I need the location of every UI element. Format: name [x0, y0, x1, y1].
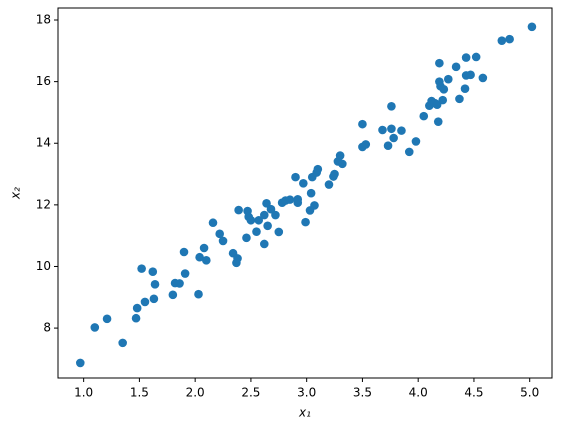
point [263, 221, 272, 231]
point [439, 85, 449, 94]
point [466, 70, 475, 80]
point [175, 279, 184, 288]
point [252, 227, 261, 236]
point [335, 151, 345, 160]
point [180, 269, 190, 278]
y-tick-label: 12 [36, 197, 51, 211]
point [131, 313, 141, 323]
point [460, 84, 470, 94]
x-tick-label: 3.0 [297, 386, 316, 400]
point [451, 62, 461, 72]
point [497, 36, 507, 45]
point [358, 119, 367, 129]
x-tick-label: 3.5 [353, 386, 372, 400]
point [383, 141, 393, 151]
y-tick-label: 14 [36, 136, 51, 150]
point [330, 169, 339, 179]
point [274, 227, 284, 237]
point [199, 243, 209, 253]
x-tick-label: 1.0 [74, 386, 93, 400]
point [478, 73, 488, 83]
point [266, 204, 276, 214]
point [387, 124, 396, 134]
point [419, 111, 429, 121]
point [118, 338, 127, 348]
point [208, 218, 218, 228]
point [132, 303, 142, 313]
point [195, 252, 204, 262]
x-tick-label: 4.0 [409, 386, 428, 400]
point [150, 280, 160, 289]
point [90, 323, 100, 332]
point [254, 215, 264, 225]
point [338, 159, 347, 169]
y-tick-label: 8 [43, 321, 51, 335]
point [527, 22, 537, 32]
point [215, 229, 224, 239]
point [505, 34, 514, 44]
point [435, 58, 444, 68]
point [301, 217, 310, 227]
point [397, 126, 406, 135]
x-axis-label: x₁ [298, 406, 311, 420]
point [234, 205, 243, 215]
y-tick-label: 10 [36, 259, 51, 273]
point [262, 199, 271, 208]
point [285, 195, 295, 204]
y-axis-label: x₂ [9, 187, 23, 200]
y-tick-label: 16 [36, 74, 51, 88]
point [271, 210, 280, 220]
point [299, 178, 308, 188]
point [306, 188, 316, 198]
point [218, 236, 228, 246]
point [149, 294, 159, 304]
x-tick-label: 1.5 [130, 386, 149, 400]
point [433, 117, 443, 126]
point [324, 180, 334, 189]
point [389, 133, 398, 143]
x-tick-label: 2.0 [186, 386, 205, 400]
x-tick-label: 4.5 [464, 386, 483, 400]
point [438, 95, 448, 105]
point [259, 210, 269, 220]
point [411, 137, 421, 146]
point [148, 267, 158, 277]
point [202, 256, 211, 265]
point [305, 206, 315, 215]
point [246, 215, 256, 225]
x-tick-label: 2.5 [241, 386, 260, 400]
point [461, 53, 471, 62]
point [293, 195, 303, 204]
point [361, 140, 371, 149]
axes-frame [57, 7, 553, 379]
point [455, 94, 464, 104]
point [140, 297, 150, 307]
point [313, 164, 323, 174]
point [387, 101, 396, 111]
point [404, 147, 414, 157]
point [443, 74, 453, 84]
point [179, 247, 189, 257]
y-tick-label: 18 [36, 13, 51, 27]
point [76, 358, 85, 368]
x-tick-label: 5.0 [520, 386, 539, 400]
point [102, 314, 112, 324]
point [194, 289, 203, 299]
point [168, 290, 178, 300]
point [137, 264, 146, 273]
point [259, 239, 269, 249]
point [471, 52, 481, 62]
point [291, 172, 300, 182]
point [233, 254, 242, 263]
point [242, 233, 251, 243]
point [378, 125, 387, 135]
